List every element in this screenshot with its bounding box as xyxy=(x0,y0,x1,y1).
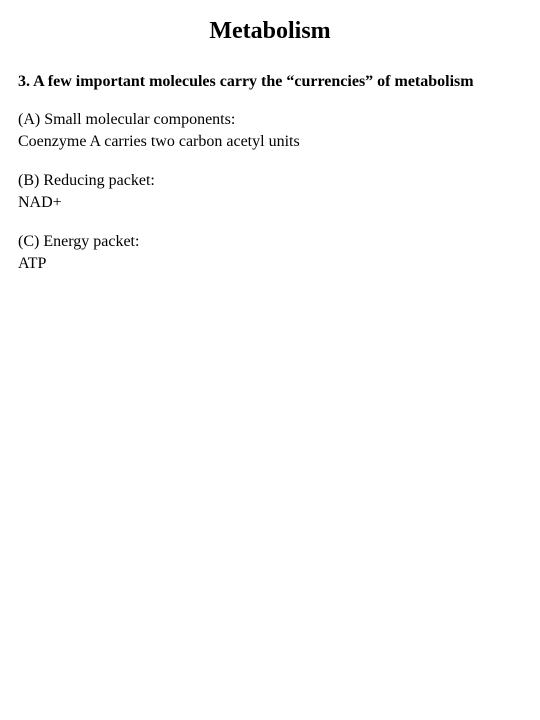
subsection-a: (A) Small molecular components: Coenzyme… xyxy=(18,109,522,152)
page-title: Metabolism xyxy=(18,18,522,45)
subsection-c: (C) Energy packet: ATP xyxy=(18,231,522,274)
subsection-a-label: (A) Small molecular components: xyxy=(18,111,235,128)
subsection-b-label: (B) Reducing packet: xyxy=(18,172,155,189)
subsection-b: (B) Reducing packet: NAD+ xyxy=(18,170,522,213)
section-heading: 3. A few important molecules carry the “… xyxy=(18,73,522,91)
subsection-c-detail: ATP xyxy=(18,255,46,272)
subsection-b-detail: NAD+ xyxy=(18,194,62,211)
subsection-a-detail: Coenzyme A carries two carbon acetyl uni… xyxy=(18,133,300,150)
subsection-c-label: (C) Energy packet: xyxy=(18,233,139,250)
